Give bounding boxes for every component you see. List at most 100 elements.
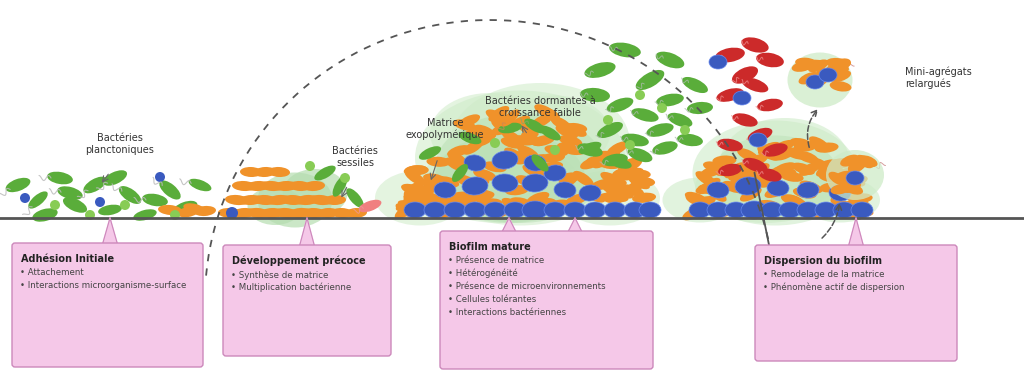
Ellipse shape (597, 122, 623, 138)
Ellipse shape (707, 182, 729, 198)
Circle shape (680, 125, 690, 135)
Ellipse shape (830, 187, 851, 203)
Ellipse shape (578, 143, 603, 157)
Ellipse shape (257, 172, 333, 227)
Circle shape (657, 103, 667, 113)
Ellipse shape (471, 191, 495, 202)
Ellipse shape (600, 172, 623, 186)
Ellipse shape (302, 208, 326, 218)
Ellipse shape (732, 113, 758, 127)
Ellipse shape (462, 177, 488, 195)
Ellipse shape (593, 151, 616, 161)
Ellipse shape (395, 203, 417, 218)
Ellipse shape (821, 172, 846, 182)
Ellipse shape (246, 181, 270, 191)
Ellipse shape (599, 180, 620, 196)
Ellipse shape (194, 206, 216, 216)
Ellipse shape (767, 180, 790, 196)
Circle shape (85, 210, 95, 220)
Ellipse shape (608, 157, 632, 169)
Ellipse shape (741, 37, 769, 53)
Ellipse shape (621, 184, 644, 196)
Ellipse shape (557, 142, 581, 153)
Ellipse shape (563, 123, 587, 133)
Ellipse shape (828, 172, 846, 186)
Ellipse shape (841, 206, 862, 220)
Circle shape (340, 173, 350, 183)
Ellipse shape (850, 205, 873, 216)
Ellipse shape (424, 202, 446, 218)
Ellipse shape (403, 181, 424, 197)
Ellipse shape (587, 156, 610, 166)
Ellipse shape (253, 195, 276, 205)
Ellipse shape (732, 66, 758, 84)
Ellipse shape (450, 83, 630, 203)
Ellipse shape (646, 123, 674, 137)
Ellipse shape (709, 55, 727, 69)
Ellipse shape (411, 185, 433, 198)
Text: • Attachement: • Attachement (20, 268, 84, 277)
Ellipse shape (493, 151, 518, 169)
Circle shape (490, 138, 500, 148)
Ellipse shape (749, 133, 767, 147)
Ellipse shape (819, 182, 843, 193)
Polygon shape (501, 218, 517, 234)
Ellipse shape (517, 145, 539, 160)
Ellipse shape (828, 173, 852, 184)
Ellipse shape (421, 178, 443, 190)
Ellipse shape (142, 194, 168, 206)
Text: • Cellules tolérantes: • Cellules tolérantes (449, 295, 537, 304)
Ellipse shape (579, 142, 601, 154)
Ellipse shape (550, 200, 574, 209)
Circle shape (50, 200, 60, 210)
Ellipse shape (773, 166, 797, 177)
Ellipse shape (717, 88, 743, 102)
Ellipse shape (790, 138, 813, 149)
Ellipse shape (848, 196, 870, 209)
Ellipse shape (737, 162, 761, 172)
Ellipse shape (522, 201, 548, 219)
Ellipse shape (849, 193, 872, 203)
Ellipse shape (158, 205, 182, 215)
Text: • Multiplication bactérienne: • Multiplication bactérienne (231, 283, 351, 292)
Ellipse shape (603, 178, 627, 188)
Text: • Phénomène actif de dispersion: • Phénomène actif de dispersion (763, 283, 904, 292)
Ellipse shape (740, 187, 762, 202)
Ellipse shape (715, 47, 744, 62)
Ellipse shape (465, 177, 489, 187)
Ellipse shape (430, 93, 550, 173)
Ellipse shape (463, 139, 483, 155)
Text: • Interactions microorganisme-surface: • Interactions microorganisme-surface (20, 281, 186, 290)
Ellipse shape (526, 192, 549, 205)
Text: • Synthèse de matrice: • Synthèse de matrice (231, 270, 329, 279)
Ellipse shape (609, 43, 641, 58)
Ellipse shape (728, 170, 752, 181)
Ellipse shape (810, 157, 831, 172)
Ellipse shape (858, 155, 878, 167)
Ellipse shape (397, 200, 420, 214)
Ellipse shape (663, 178, 737, 223)
Circle shape (625, 140, 635, 150)
Ellipse shape (498, 123, 522, 134)
Ellipse shape (829, 70, 851, 82)
Ellipse shape (504, 148, 525, 163)
Ellipse shape (806, 77, 827, 88)
Ellipse shape (416, 194, 437, 208)
Ellipse shape (488, 106, 509, 122)
FancyBboxPatch shape (223, 245, 391, 356)
Ellipse shape (682, 206, 705, 220)
Ellipse shape (324, 195, 346, 205)
Ellipse shape (758, 142, 780, 155)
Ellipse shape (842, 181, 861, 193)
Ellipse shape (815, 202, 837, 218)
Text: • Remodelage de la matrice: • Remodelage de la matrice (763, 270, 885, 279)
Ellipse shape (501, 137, 524, 149)
Ellipse shape (531, 154, 549, 172)
Ellipse shape (317, 208, 339, 218)
Ellipse shape (741, 201, 767, 219)
Ellipse shape (846, 171, 864, 185)
Ellipse shape (728, 169, 750, 184)
Ellipse shape (787, 52, 853, 107)
Ellipse shape (524, 155, 546, 171)
Ellipse shape (689, 202, 711, 218)
